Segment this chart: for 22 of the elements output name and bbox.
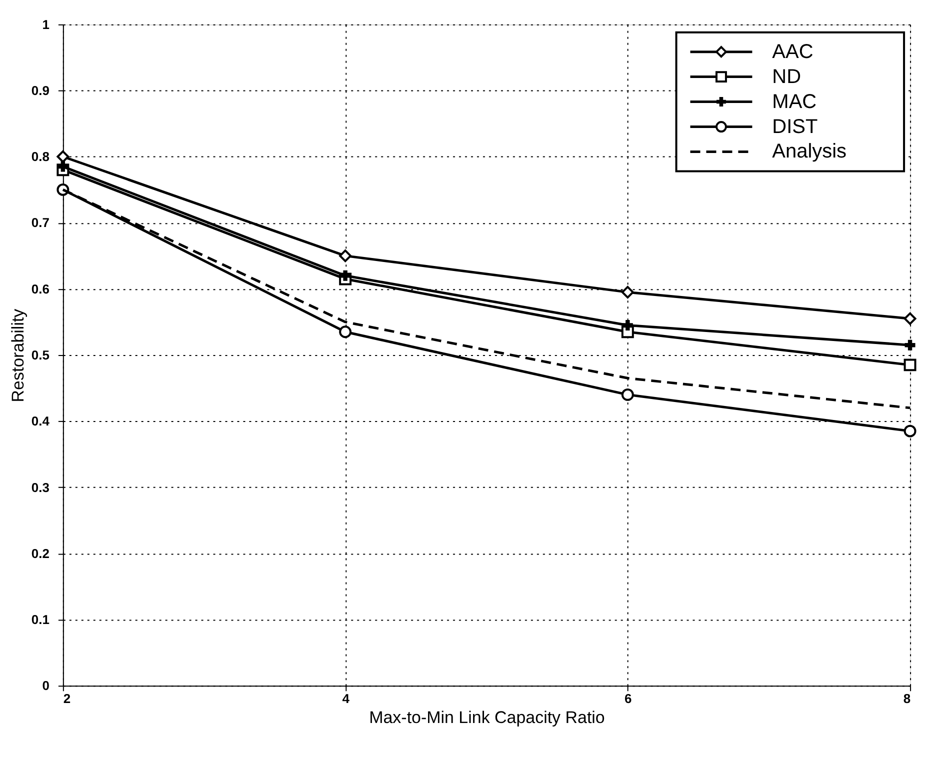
y-tick-label: 0 — [42, 678, 50, 694]
legend-label: AAC — [772, 40, 814, 63]
y-tick-label: 0.2 — [31, 546, 50, 561]
legend-label: DIST — [772, 116, 818, 138]
y-tick-label: 1 — [42, 16, 50, 32]
y-tick-label: 0.4 — [31, 414, 50, 429]
x-axis-title: Max-to-Min Link Capacity Ratio — [369, 708, 605, 728]
x-tick-label: 2 — [63, 691, 71, 706]
y-axis-title: Restorability — [8, 308, 28, 402]
y-tick-label: 0.3 — [31, 480, 50, 495]
x-tick-label: 4 — [342, 691, 350, 706]
legend-label: MAC — [772, 90, 817, 113]
legend-label: ND — [772, 66, 802, 88]
x-tick-label: 6 — [624, 691, 632, 706]
y-tick-label: 0.1 — [31, 612, 50, 628]
y-tick-label: 0.7 — [31, 215, 50, 230]
y-tick-label: 0.9 — [31, 82, 50, 98]
y-tick-label: 0.8 — [31, 149, 50, 164]
legend-label: Analysis — [772, 140, 847, 163]
y-tick-label: 0.6 — [31, 281, 50, 296]
x-tick-label: 8 — [903, 691, 911, 706]
y-tick-label: 0.5 — [31, 348, 50, 363]
